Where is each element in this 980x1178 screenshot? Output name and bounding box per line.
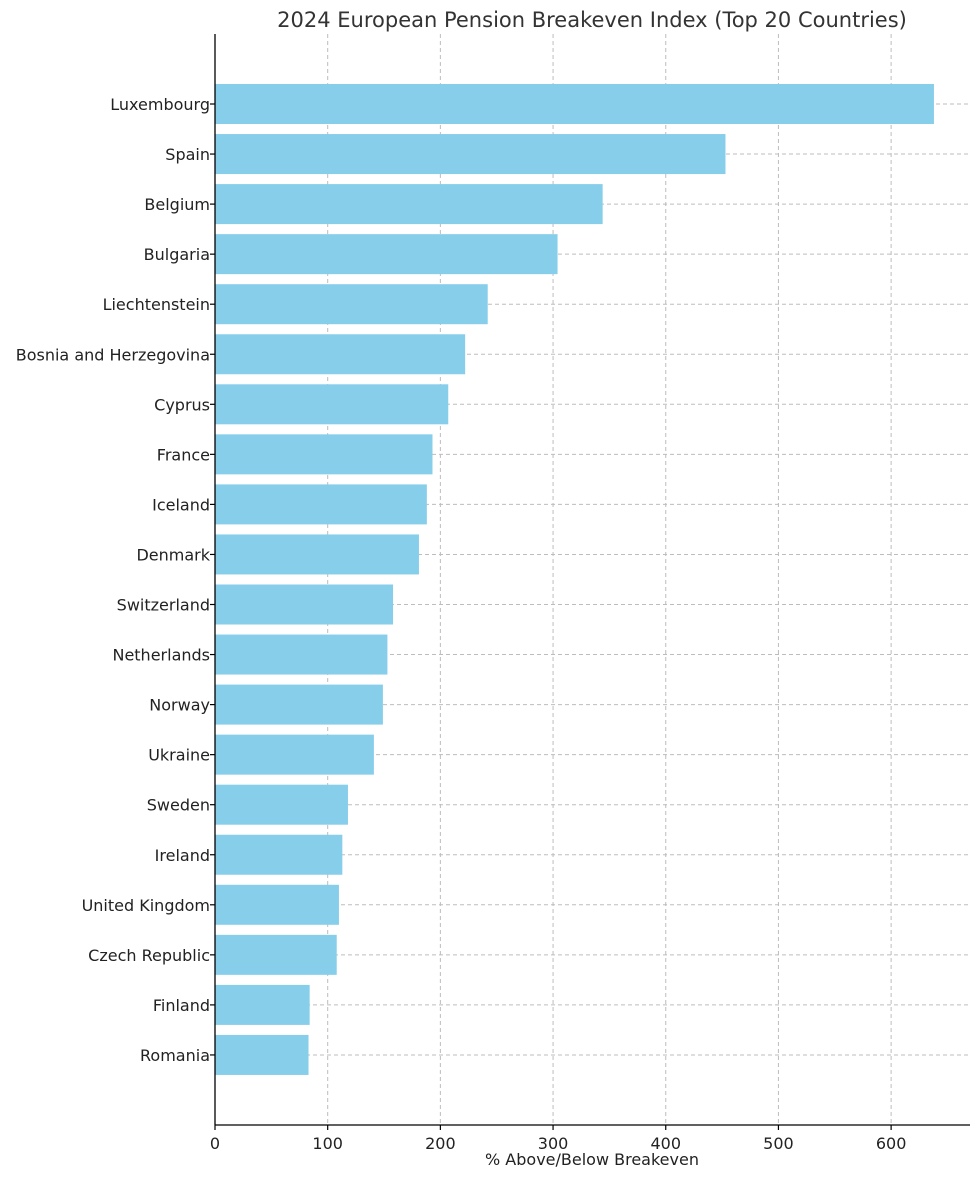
bar <box>215 634 388 675</box>
bar <box>215 884 339 925</box>
category-label: Belgium <box>144 195 210 214</box>
category-label: Norway <box>149 696 210 715</box>
bar <box>215 384 449 425</box>
chart-title: 2024 European Pension Breakeven Index (T… <box>277 8 907 32</box>
category-label: Romania <box>140 1046 210 1065</box>
bar <box>215 984 310 1025</box>
x-tick-label: 500 <box>763 1134 794 1153</box>
category-label: Ireland <box>155 846 210 865</box>
category-label: Liechtenstein <box>103 295 210 314</box>
category-label: Bosnia and Herzegovina <box>16 345 210 364</box>
x-tick-label: 200 <box>425 1134 456 1153</box>
category-label: France <box>157 445 210 464</box>
bar <box>215 534 419 575</box>
category-label: Cyprus <box>154 395 210 414</box>
bar <box>215 784 348 825</box>
x-tick-label: 400 <box>650 1134 681 1153</box>
category-label: Netherlands <box>112 646 210 665</box>
bar <box>215 334 466 375</box>
bar <box>215 834 343 875</box>
bar <box>215 484 427 525</box>
category-label: Czech Republic <box>88 946 210 965</box>
bar <box>215 1034 309 1075</box>
bars <box>215 84 934 1075</box>
bar <box>215 684 383 725</box>
bar <box>215 584 394 625</box>
category-label: Bulgaria <box>144 245 210 264</box>
bar <box>215 934 337 975</box>
bar <box>215 184 603 225</box>
category-labels: Luxembourg Spain Belgium Bulgaria Liechtenst… <box>16 95 211 1065</box>
x-tick-label: 600 <box>876 1134 907 1153</box>
category-label: Denmark <box>136 545 210 564</box>
x-axis-title: % Above/Below Breakeven <box>485 1150 699 1169</box>
category-label: Ukraine <box>148 746 210 765</box>
x-tick-label: 300 <box>538 1134 569 1153</box>
category-label: Spain <box>165 145 210 164</box>
category-label: Sweden <box>147 796 210 815</box>
bar <box>215 284 488 325</box>
x-tick-label: 0 <box>210 1134 220 1153</box>
category-label: Finland <box>153 996 210 1015</box>
x-axis-ticks: 0 100 200 300 400 500 600 <box>210 103 907 1153</box>
bar <box>215 134 726 175</box>
bar <box>215 234 558 275</box>
bar <box>215 434 433 475</box>
category-label: Luxembourg <box>110 95 210 114</box>
x-tick-label: 100 <box>312 1134 343 1153</box>
bar <box>215 734 374 775</box>
category-label: Switzerland <box>117 596 210 615</box>
category-label: United Kingdom <box>82 896 210 915</box>
bar <box>215 84 934 124</box>
category-label: Iceland <box>152 495 210 514</box>
